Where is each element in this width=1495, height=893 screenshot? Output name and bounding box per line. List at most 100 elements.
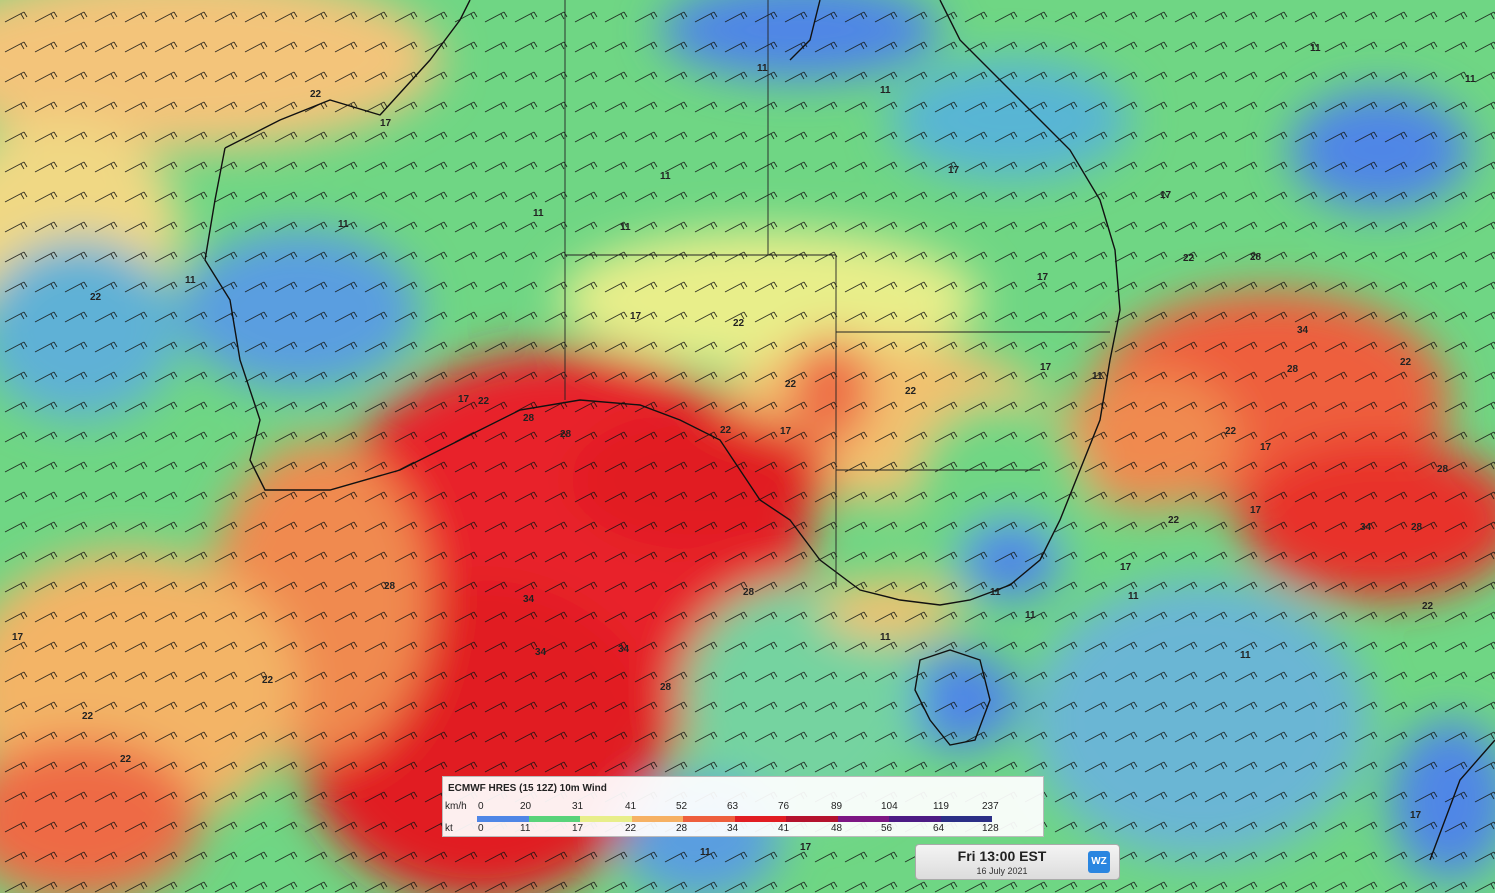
contour-label: 22: [120, 754, 132, 765]
kmh-tick: 237: [982, 801, 999, 812]
time-display: Fri 13:00 EST 16 July 2021 WZ: [915, 844, 1120, 880]
contour-label: 28: [523, 413, 535, 424]
contour-label: 11: [1025, 610, 1036, 621]
contour-label: 28: [1411, 522, 1423, 533]
contour-label: 11: [880, 85, 891, 96]
legend-title: ECMWF HRES (15 12Z) 10m Wind: [448, 783, 607, 794]
contour-label: 22: [310, 89, 322, 100]
contour-label: 17: [458, 394, 470, 405]
contour-label: 17: [800, 842, 812, 853]
contour-label: 17: [1250, 505, 1262, 516]
contour-label: 17: [1260, 442, 1272, 453]
kt-tick: 28: [676, 823, 688, 834]
kmh-tick: 31: [572, 801, 584, 812]
valid-date: 16 July 2021: [976, 866, 1028, 876]
contour-label: 11: [338, 219, 349, 230]
contour-label: 28: [384, 581, 396, 592]
colorbar-segment: [837, 816, 889, 822]
contour-label: 11: [1465, 74, 1476, 85]
kt-tick: 64: [933, 823, 945, 834]
kmh-tick: 89: [831, 801, 843, 812]
contour-label: 28: [1437, 464, 1449, 475]
kt-tick: 11: [520, 823, 531, 834]
contour-label: 28: [560, 429, 572, 440]
kt-tick: 22: [625, 823, 637, 834]
colorbar-segment: [631, 816, 683, 822]
contour-label: 17: [1120, 562, 1132, 573]
contour-label: 34: [535, 647, 547, 658]
wind-legend: ECMWF HRES (15 12Z) 10m Wind km/h kt 0 20…: [442, 776, 1044, 837]
contour-label: 11: [1310, 43, 1321, 54]
kmh-tick: 0: [478, 801, 484, 812]
contour-label: 11: [700, 847, 711, 858]
contour-label: 34: [1297, 325, 1309, 336]
contour-label: 28: [660, 682, 672, 693]
contour-label: 22: [82, 711, 94, 722]
kmh-unit-label: km/h: [445, 801, 467, 812]
kmh-tick: 52: [676, 801, 688, 812]
contour-label: 34: [1360, 522, 1372, 533]
contour-label: 17: [12, 632, 24, 643]
contour-label: 11: [757, 63, 768, 74]
contour-label: 34: [523, 594, 535, 605]
kt-tick: 128: [982, 823, 999, 834]
contour-label: 11: [1092, 371, 1103, 382]
valid-time: Fri 13:00 EST: [957, 848, 1047, 864]
contour-label: 11: [1240, 650, 1251, 661]
contour-label: 34: [618, 644, 630, 655]
contour-label: 17: [780, 426, 792, 437]
colorbar-segment: [786, 816, 838, 822]
contour-label: 11: [185, 275, 196, 286]
kt-tick: 41: [778, 823, 790, 834]
contour-label: 22: [905, 386, 917, 397]
contour-label: 22: [785, 379, 797, 390]
contour-label: 11: [620, 222, 631, 233]
kt-tick: 17: [572, 823, 584, 834]
contour-label: 11: [533, 208, 544, 219]
contour-label: 22: [90, 292, 102, 303]
state-borders: [564, 0, 1110, 585]
kmh-tick: 41: [625, 801, 637, 812]
contour-label: 11: [660, 171, 671, 182]
coastline: [204, 0, 1495, 861]
contour-label: 11: [1128, 591, 1139, 602]
contour-label: 17: [1160, 190, 1172, 201]
colorbar-segment: [580, 816, 632, 822]
contour-label: 22: [1400, 357, 1412, 368]
contour-label: 17: [1037, 272, 1049, 283]
kmh-tick: 76: [778, 801, 790, 812]
weatherzone-logo[interactable]: WZ: [1088, 851, 1110, 873]
contour-label: 22: [1183, 253, 1195, 264]
kt-tick: 56: [881, 823, 893, 834]
contour-label: 17: [1040, 362, 1052, 373]
contour-label: 22: [262, 675, 274, 686]
kmh-tick: 63: [727, 801, 739, 812]
contour-label: 22: [478, 396, 490, 407]
contour-label: 22: [733, 318, 745, 329]
contour-label: 28: [743, 587, 755, 598]
contour-label: 22: [1168, 515, 1180, 526]
colorbar-segment: [734, 816, 786, 822]
kt-tick: 34: [727, 823, 739, 834]
contour-label: 22: [720, 425, 732, 436]
kt-unit-label: kt: [445, 823, 453, 834]
colorbar-segment: [940, 816, 992, 822]
kmh-tick: 20: [520, 801, 532, 812]
kt-tick: 0: [478, 823, 484, 834]
contour-label: 11: [880, 632, 891, 643]
colorbar-segment: [889, 816, 941, 822]
colorbar-segment: [683, 816, 735, 822]
kt-tick: 48: [831, 823, 843, 834]
contour-label: 17: [630, 311, 642, 322]
contour-label: 28: [1287, 364, 1299, 375]
contour-label: 17: [380, 118, 392, 129]
kmh-tick: 119: [933, 801, 949, 812]
colorbar-segment: [528, 816, 580, 822]
contour-label: 17: [948, 165, 960, 176]
contour-label: 17: [1410, 810, 1422, 821]
contour-label: 28: [1250, 252, 1262, 263]
contour-label: 22: [1422, 601, 1434, 612]
colorbar-segment: [477, 816, 529, 822]
contour-label: 11: [990, 587, 1001, 598]
